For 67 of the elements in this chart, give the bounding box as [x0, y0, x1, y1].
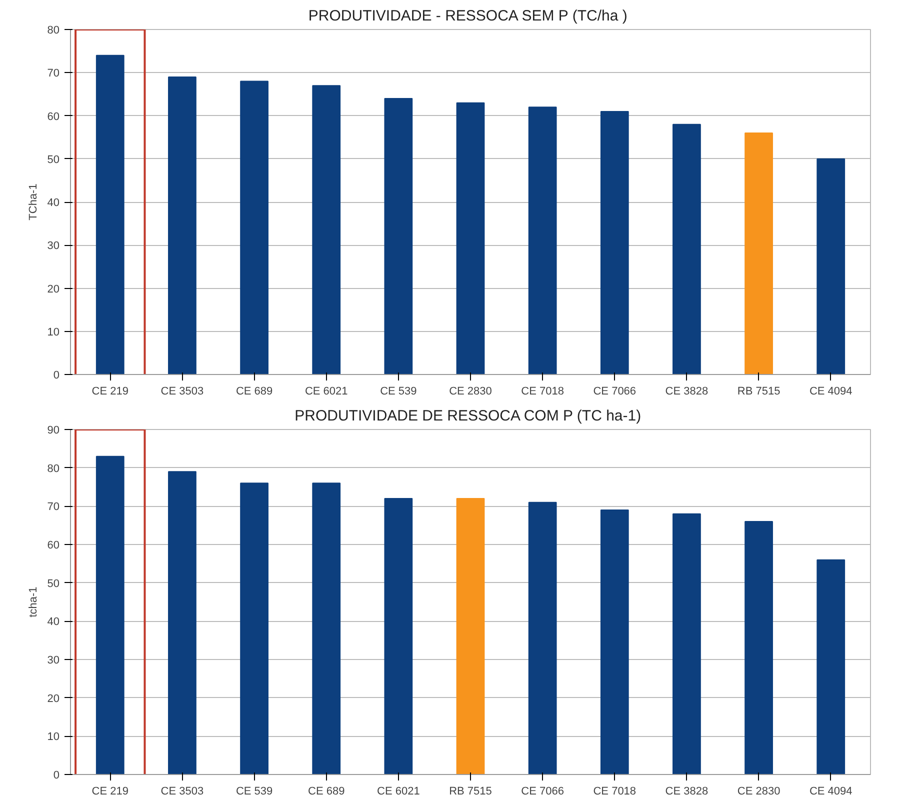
- x-tick-label: CE 689: [308, 786, 345, 798]
- y-tick-label: 80: [47, 24, 60, 36]
- x-tick-label: CE 219: [92, 386, 128, 398]
- y-tick-label: 70: [47, 68, 60, 80]
- x-tick-label: CE 3828: [665, 786, 708, 798]
- bar: [744, 132, 773, 374]
- bar: [168, 76, 196, 374]
- x-tick-label: CE 6021: [377, 786, 420, 798]
- chart-title: PRODUTIVIDADE DE RESSOCA COM P (TC ha-1): [294, 408, 642, 424]
- x-tick-label: CE 219: [92, 786, 128, 798]
- bar: [456, 498, 485, 774]
- x-tick-label: CE 539: [380, 386, 417, 398]
- y-tick-label: 90: [47, 424, 60, 436]
- x-tick-label: CE 7018: [521, 386, 564, 398]
- x-tick-label: CE 3503: [160, 386, 204, 398]
- x-tick-label: CE 539: [236, 786, 273, 798]
- x-tick-label: CE 7066: [521, 786, 564, 798]
- x-tick-label: CE 2830: [449, 386, 492, 398]
- y-axis-title: tcha-1: [27, 586, 40, 618]
- y-tick-label: 30: [47, 240, 60, 252]
- y-tick-label: 0: [53, 370, 60, 382]
- bar: [96, 456, 124, 774]
- y-tick-label: 60: [47, 110, 60, 123]
- bar: [240, 482, 268, 774]
- y-tick-label: 50: [47, 578, 60, 590]
- y-tick-label: 80: [47, 462, 60, 475]
- chart-title: PRODUTIVIDADE - RESSOCA SEM P (TC/ha ): [308, 8, 628, 24]
- bar: [96, 54, 124, 374]
- bar: [816, 158, 846, 374]
- y-tick-label: 50: [47, 154, 60, 166]
- bar: [384, 498, 413, 774]
- bar: [600, 510, 629, 774]
- y-tick-label: 60: [47, 540, 60, 552]
- x-tick-label: RB 7515: [449, 786, 492, 798]
- bar: [240, 80, 268, 374]
- bar: [600, 110, 629, 374]
- y-tick-label: 10: [47, 731, 60, 744]
- x-tick-label: CE 7018: [593, 786, 636, 798]
- y-tick-label: 0: [53, 770, 60, 782]
- bar: [528, 106, 557, 374]
- x-tick-label: CE 7066: [593, 386, 636, 398]
- x-tick-label: CE 6021: [304, 386, 348, 398]
- bar: [456, 102, 485, 374]
- x-tick-label: CE 4094: [809, 386, 852, 398]
- bar: [744, 521, 773, 774]
- y-tick-label: 30: [47, 654, 60, 666]
- x-tick-label: CE 689: [236, 386, 273, 398]
- y-tick-label: 10: [47, 326, 60, 338]
- y-tick-label: 20: [47, 692, 60, 705]
- x-tick-label: CE 2830: [737, 786, 780, 798]
- y-tick-label: 70: [47, 501, 60, 514]
- bar: [384, 98, 413, 374]
- x-tick-label: CE 4094: [809, 786, 852, 798]
- y-tick-label: 40: [47, 197, 60, 209]
- x-tick-label: CE 3828: [665, 386, 708, 398]
- x-tick-label: RB 7515: [737, 386, 780, 398]
- bar: [312, 85, 341, 374]
- y-tick-label: 40: [47, 616, 60, 628]
- bar: [168, 471, 196, 774]
- bar: [312, 482, 341, 774]
- bar: [672, 513, 701, 774]
- y-tick-label: 20: [47, 283, 60, 296]
- y-axis-title: TCha-1: [27, 184, 40, 220]
- bar: [672, 124, 701, 374]
- bar: [528, 502, 557, 774]
- bar: [816, 559, 846, 774]
- x-tick-label: CE 3503: [160, 786, 204, 798]
